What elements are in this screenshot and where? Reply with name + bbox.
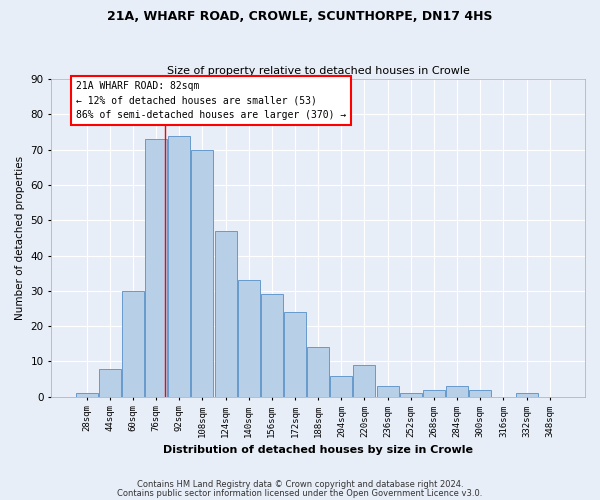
Bar xyxy=(515,393,538,397)
Bar xyxy=(261,294,283,397)
Bar xyxy=(122,291,144,397)
Bar xyxy=(238,280,260,397)
X-axis label: Distribution of detached houses by size in Crowle: Distribution of detached houses by size … xyxy=(163,445,473,455)
Bar xyxy=(400,393,422,397)
Bar xyxy=(307,348,329,397)
Bar xyxy=(215,231,236,397)
Title: Size of property relative to detached houses in Crowle: Size of property relative to detached ho… xyxy=(167,66,470,76)
Text: 21A, WHARF ROAD, CROWLE, SCUNTHORPE, DN17 4HS: 21A, WHARF ROAD, CROWLE, SCUNTHORPE, DN1… xyxy=(107,10,493,23)
Bar xyxy=(168,136,190,397)
Bar xyxy=(99,368,121,397)
Text: 21A WHARF ROAD: 82sqm
← 12% of detached houses are smaller (53)
86% of semi-deta: 21A WHARF ROAD: 82sqm ← 12% of detached … xyxy=(76,81,346,120)
Bar xyxy=(353,365,376,397)
Bar xyxy=(377,386,398,397)
Bar xyxy=(145,139,167,397)
Bar xyxy=(469,390,491,397)
Bar xyxy=(284,312,306,397)
Bar xyxy=(76,393,98,397)
Bar xyxy=(446,386,468,397)
Bar xyxy=(191,150,214,397)
Text: Contains public sector information licensed under the Open Government Licence v3: Contains public sector information licen… xyxy=(118,490,482,498)
Text: Contains HM Land Registry data © Crown copyright and database right 2024.: Contains HM Land Registry data © Crown c… xyxy=(137,480,463,489)
Bar xyxy=(331,376,352,397)
Y-axis label: Number of detached properties: Number of detached properties xyxy=(15,156,25,320)
Bar xyxy=(423,390,445,397)
